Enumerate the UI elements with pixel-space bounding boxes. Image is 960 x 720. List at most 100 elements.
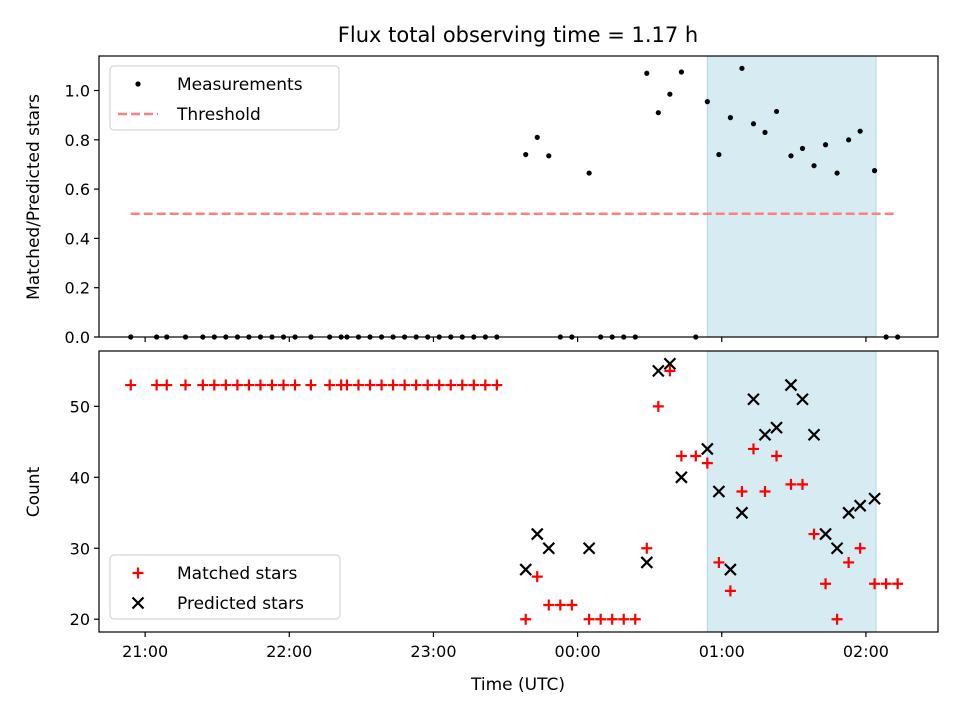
- data-point: [736, 486, 748, 497]
- y-tick-label: 0.6: [65, 180, 90, 199]
- data-point: [445, 379, 457, 391]
- y-axis-label: Matched/Predicted stars: [24, 94, 44, 300]
- data-point: [819, 527, 832, 541]
- legend-key: [131, 596, 145, 610]
- data-point: [254, 379, 266, 391]
- data-point: [554, 599, 566, 611]
- data-point: [640, 556, 654, 569]
- legend: Measurements Threshold: [109, 65, 340, 131]
- data-point: [433, 379, 445, 391]
- data-point: [664, 365, 676, 377]
- data-point: [853, 499, 867, 512]
- data-point: [880, 578, 892, 590]
- data-point: [652, 400, 664, 412]
- data-point: [278, 379, 290, 391]
- data-point: [364, 379, 376, 391]
- highlight-span: [706, 55, 877, 338]
- legend-label: Measurements: [177, 75, 303, 95]
- data-point: [678, 69, 684, 75]
- data-point: [762, 129, 768, 136]
- highlight-span: [706, 350, 877, 633]
- data-point: [655, 110, 661, 116]
- data-point: [843, 556, 855, 568]
- data-point: [422, 379, 434, 391]
- data-point: [479, 379, 491, 391]
- data-point: [758, 428, 772, 442]
- x-axis-label: Time (UTC): [470, 675, 565, 695]
- data-point: [868, 492, 881, 505]
- data-point: [387, 379, 399, 391]
- y-tick-label: 20: [70, 610, 90, 629]
- data-point: [820, 578, 832, 590]
- data-point: [523, 151, 529, 158]
- data-point: [716, 151, 722, 158]
- data-point: [690, 450, 702, 462]
- data-point: [266, 379, 278, 391]
- top-panel-flux-ratio: 0.0 0.2 0.4 0.6 0.8 1.0 Matched/Predicted star…: [24, 55, 939, 347]
- data-point: [243, 379, 255, 391]
- data-point: [530, 527, 544, 541]
- data-point: [750, 121, 757, 127]
- data-point: [125, 379, 137, 391]
- data-point: [747, 443, 759, 455]
- data-point: [595, 613, 607, 625]
- data-point: [583, 613, 595, 625]
- data-point: [352, 379, 364, 391]
- legend-label: Predicted stars: [177, 594, 304, 614]
- data-point: [652, 364, 665, 378]
- data-point: [807, 428, 821, 442]
- y-axis-label: Count: [24, 466, 44, 517]
- data-point: [663, 357, 677, 371]
- data-point: [208, 379, 220, 391]
- data-point: [675, 450, 687, 462]
- data-point: [534, 134, 540, 140]
- data-point: [869, 578, 881, 590]
- data-point: [846, 137, 852, 143]
- data-point: [713, 556, 725, 568]
- data-point: [727, 115, 734, 121]
- data-point: [220, 379, 232, 391]
- data-point: [410, 379, 422, 391]
- data-point: [231, 379, 243, 391]
- axes-frame: [98, 55, 939, 338]
- y-tick-label: 0.8: [65, 131, 90, 150]
- x-tick-label: 02:00: [843, 642, 889, 661]
- data-point: [376, 379, 388, 391]
- data-point: [531, 571, 543, 583]
- y-tick-label: 1.0: [65, 82, 90, 101]
- data-point: [747, 392, 760, 406]
- data-point: [759, 486, 771, 497]
- data-point: [399, 379, 411, 391]
- data-point: [675, 471, 688, 484]
- data-point: [179, 379, 191, 391]
- data-point: [704, 99, 710, 105]
- data-point: [667, 91, 673, 97]
- data-point: [739, 65, 745, 71]
- data-point: [641, 542, 653, 554]
- data-point: [701, 457, 713, 469]
- data-point: [520, 613, 532, 625]
- data-point: [456, 379, 468, 391]
- data-point: [289, 379, 301, 391]
- data-point: [724, 563, 737, 576]
- x-tick-label: 21:00: [122, 642, 168, 661]
- data-point: [543, 599, 555, 611]
- data-point: [618, 613, 630, 625]
- bottom-panel-counts: 20 30 40 50 21:00 22:00 23:00 00:00 01:00 02:00 Co…: [24, 350, 939, 661]
- data-point: [324, 379, 336, 391]
- x-tick-label: 23:00: [410, 642, 456, 661]
- legend-key: [135, 81, 141, 87]
- data-point: [811, 163, 817, 169]
- legend-label: Matched stars: [177, 564, 297, 584]
- data-point: [834, 170, 840, 176]
- data-point: [305, 379, 317, 391]
- y-tick-label: 0.2: [65, 279, 90, 298]
- data-point: [606, 613, 618, 625]
- legend-box: [109, 65, 340, 131]
- y-tick-label: 40: [70, 468, 90, 487]
- data-point: [830, 541, 844, 555]
- y-tick-label: 0.0: [65, 328, 90, 347]
- data-point: [582, 541, 596, 555]
- y-tick-label: 30: [70, 539, 90, 558]
